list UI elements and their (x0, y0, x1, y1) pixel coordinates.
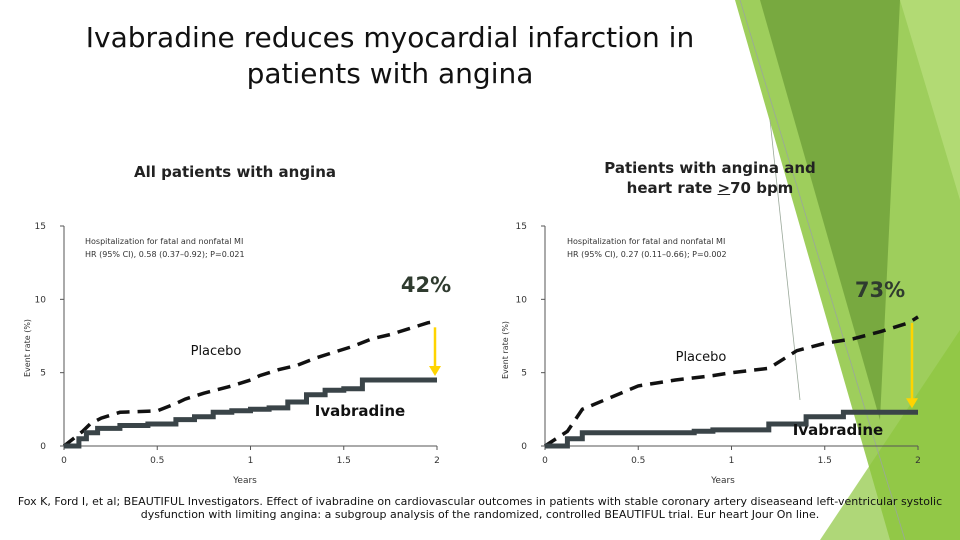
series-line-ivabradine (545, 409, 918, 449)
hr-annotation-line: Hospitalization for fatal and nonfatal M… (85, 237, 243, 246)
reduction-arrow-head (906, 398, 918, 409)
decor-green-bottom (820, 330, 960, 540)
hr-annotation-line: HR (95% CI), 0.27 (0.11–0.66); P=0.002 (567, 250, 727, 259)
x-tick-label: 2 (434, 456, 440, 466)
decor-line-a (739, 0, 906, 540)
x-tick-label: 0.5 (150, 456, 164, 466)
x-tick-label: 1.5 (337, 456, 351, 466)
x-tick-label: 1 (248, 456, 254, 466)
y-tick-label: 10 (35, 295, 47, 305)
y-tick-label: 5 (40, 369, 46, 379)
x-tick-label: 2 (915, 456, 921, 466)
reduction-arrow-head (429, 366, 441, 376)
y-axis-label: Event rate (%) (23, 319, 32, 377)
right-heading-ge: > (717, 179, 731, 197)
y-tick-label: 0 (40, 442, 46, 452)
y-tick-label: 15 (35, 222, 46, 232)
y-tick-label: 0 (521, 442, 527, 452)
x-tick-label: 0 (61, 456, 67, 466)
x-axis-label: Years (710, 476, 735, 486)
hr-annotation-line: HR (95% CI), 0.58 (0.37–0.92); P=0.021 (85, 250, 245, 259)
series-label-placebo: Placebo (191, 344, 242, 359)
x-tick-label: 1 (729, 456, 735, 466)
series-label-ivabradine: Ivabradine (793, 421, 883, 439)
right-heading-suffix: 70 bpm (730, 179, 794, 197)
reduction-percent: 73% (855, 278, 905, 302)
decor-green-dark (760, 0, 900, 420)
right-heading-prefix: Patients with angina and heart rate (604, 159, 816, 197)
series-label-placebo: Placebo (676, 350, 727, 365)
y-tick-label: 5 (521, 369, 527, 379)
y-tick-label: 15 (516, 222, 527, 232)
series-line-placebo (62, 319, 438, 448)
y-axis-label: Event rate (%) (501, 321, 510, 379)
hr-annotation-line: Hospitalization for fatal and nonfatal M… (567, 237, 725, 246)
y-tick-label: 10 (516, 295, 528, 305)
chart-all-patients: 0 5 10 15 0 0.5 1 1.5 2 Years Event rate (%) Hospit… (23, 222, 451, 486)
decor-green-light (900, 0, 960, 200)
series-label-ivabradine: Ivabradine (315, 402, 405, 420)
left-panel-heading: All patients with angina (133, 163, 336, 181)
series-line-placebo (544, 315, 919, 448)
right-panel-heading: Patients with angina and heart rate >70 … (600, 158, 820, 198)
x-tick-label: 0 (542, 456, 548, 466)
series-line-ivabradine (64, 377, 437, 449)
slide-title: Ivabradine reduces myocardial infarction… (85, 21, 695, 90)
citation: Fox K, Ford I, et al; BEAUTIFUL Investig… (17, 495, 943, 521)
reduction-percent: 42% (401, 273, 451, 297)
x-axis-label: Years (232, 476, 257, 486)
chart-hr-70-patients: 0 5 10 15 0 0.5 1 1.5 2 Years Event rate (%) Hospit… (501, 222, 921, 486)
x-tick-label: 1.5 (818, 456, 832, 466)
x-tick-label: 0.5 (631, 456, 645, 466)
